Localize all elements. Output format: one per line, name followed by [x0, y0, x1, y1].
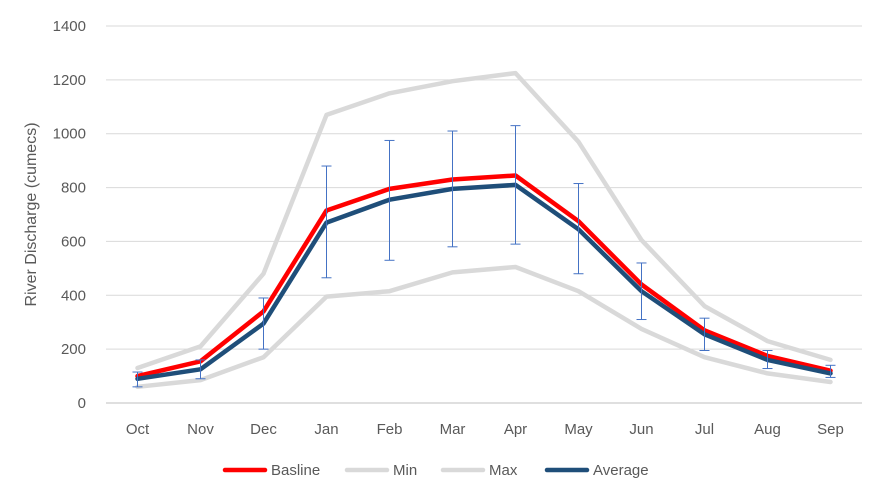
x-tick-label-may: May — [564, 421, 593, 438]
error-bar-feb — [384, 139, 395, 261]
error-bar-jan — [321, 165, 332, 279]
x-tick-label-mar: Mar — [440, 421, 466, 438]
x-tick-label-jun: Jun — [629, 421, 653, 438]
legend-label-min: Min — [393, 462, 417, 479]
series-line-min — [135, 264, 833, 390]
error-bars — [132, 125, 836, 388]
y-tick-label-1000: 1000 — [53, 126, 86, 143]
x-tick-label-sep: Sep — [817, 421, 844, 438]
y-tick-label-1400: 1400 — [53, 18, 86, 35]
y-tick-label-1200: 1200 — [53, 72, 86, 89]
legend-item-average: Average — [544, 462, 649, 479]
x-tick-label-oct: Oct — [126, 421, 150, 438]
x-tick-label-apr: Apr — [504, 421, 527, 438]
error-bar-dec — [258, 297, 269, 350]
series-lines — [135, 70, 833, 390]
series-line-average — [135, 182, 833, 382]
x-axis-ticks: Oct Nov Dec Jan Feb Mar Apr May Jun Jul Aug Sep — [126, 421, 844, 438]
legend-label-max: Max — [489, 462, 518, 479]
error-bar-aug — [762, 349, 773, 370]
x-tick-label-aug: Aug — [754, 421, 781, 438]
error-bar-jul — [699, 317, 710, 351]
legend-label-average: Average — [593, 462, 649, 479]
y-axis-ticks: 0 200 400 600 800 1000 1200 1400 — [53, 18, 86, 412]
y-tick-label-400: 400 — [61, 287, 86, 304]
legend: Basline Min Max Average — [222, 462, 649, 479]
legend-item-min: Min — [344, 462, 417, 479]
error-bar-may — [573, 183, 584, 275]
error-bar-oct — [132, 371, 143, 388]
x-tick-label-dec: Dec — [250, 421, 277, 438]
error-bar-jun — [636, 262, 647, 321]
y-tick-label-800: 800 — [61, 180, 86, 197]
x-tick-label-jan: Jan — [314, 421, 338, 438]
legend-label-basline: Basline — [271, 462, 320, 479]
error-bar-apr — [510, 125, 521, 245]
error-bar-sep — [825, 364, 836, 378]
y-tick-label-0: 0 — [78, 395, 86, 412]
error-bar-nov — [195, 359, 206, 380]
y-axis-title: River Discharge (cumecs) — [23, 122, 40, 306]
legend-item-max: Max — [440, 462, 518, 479]
y-tick-label-600: 600 — [61, 233, 86, 250]
x-tick-label-nov: Nov — [187, 421, 214, 438]
series-line-max — [135, 70, 833, 371]
series-line-basline — [135, 173, 833, 379]
error-bar-mar — [447, 130, 458, 248]
x-tick-label-jul: Jul — [695, 421, 714, 438]
legend-item-basline: Basline — [222, 462, 320, 479]
y-tick-label-200: 200 — [61, 341, 86, 358]
x-tick-label-feb: Feb — [377, 421, 403, 438]
